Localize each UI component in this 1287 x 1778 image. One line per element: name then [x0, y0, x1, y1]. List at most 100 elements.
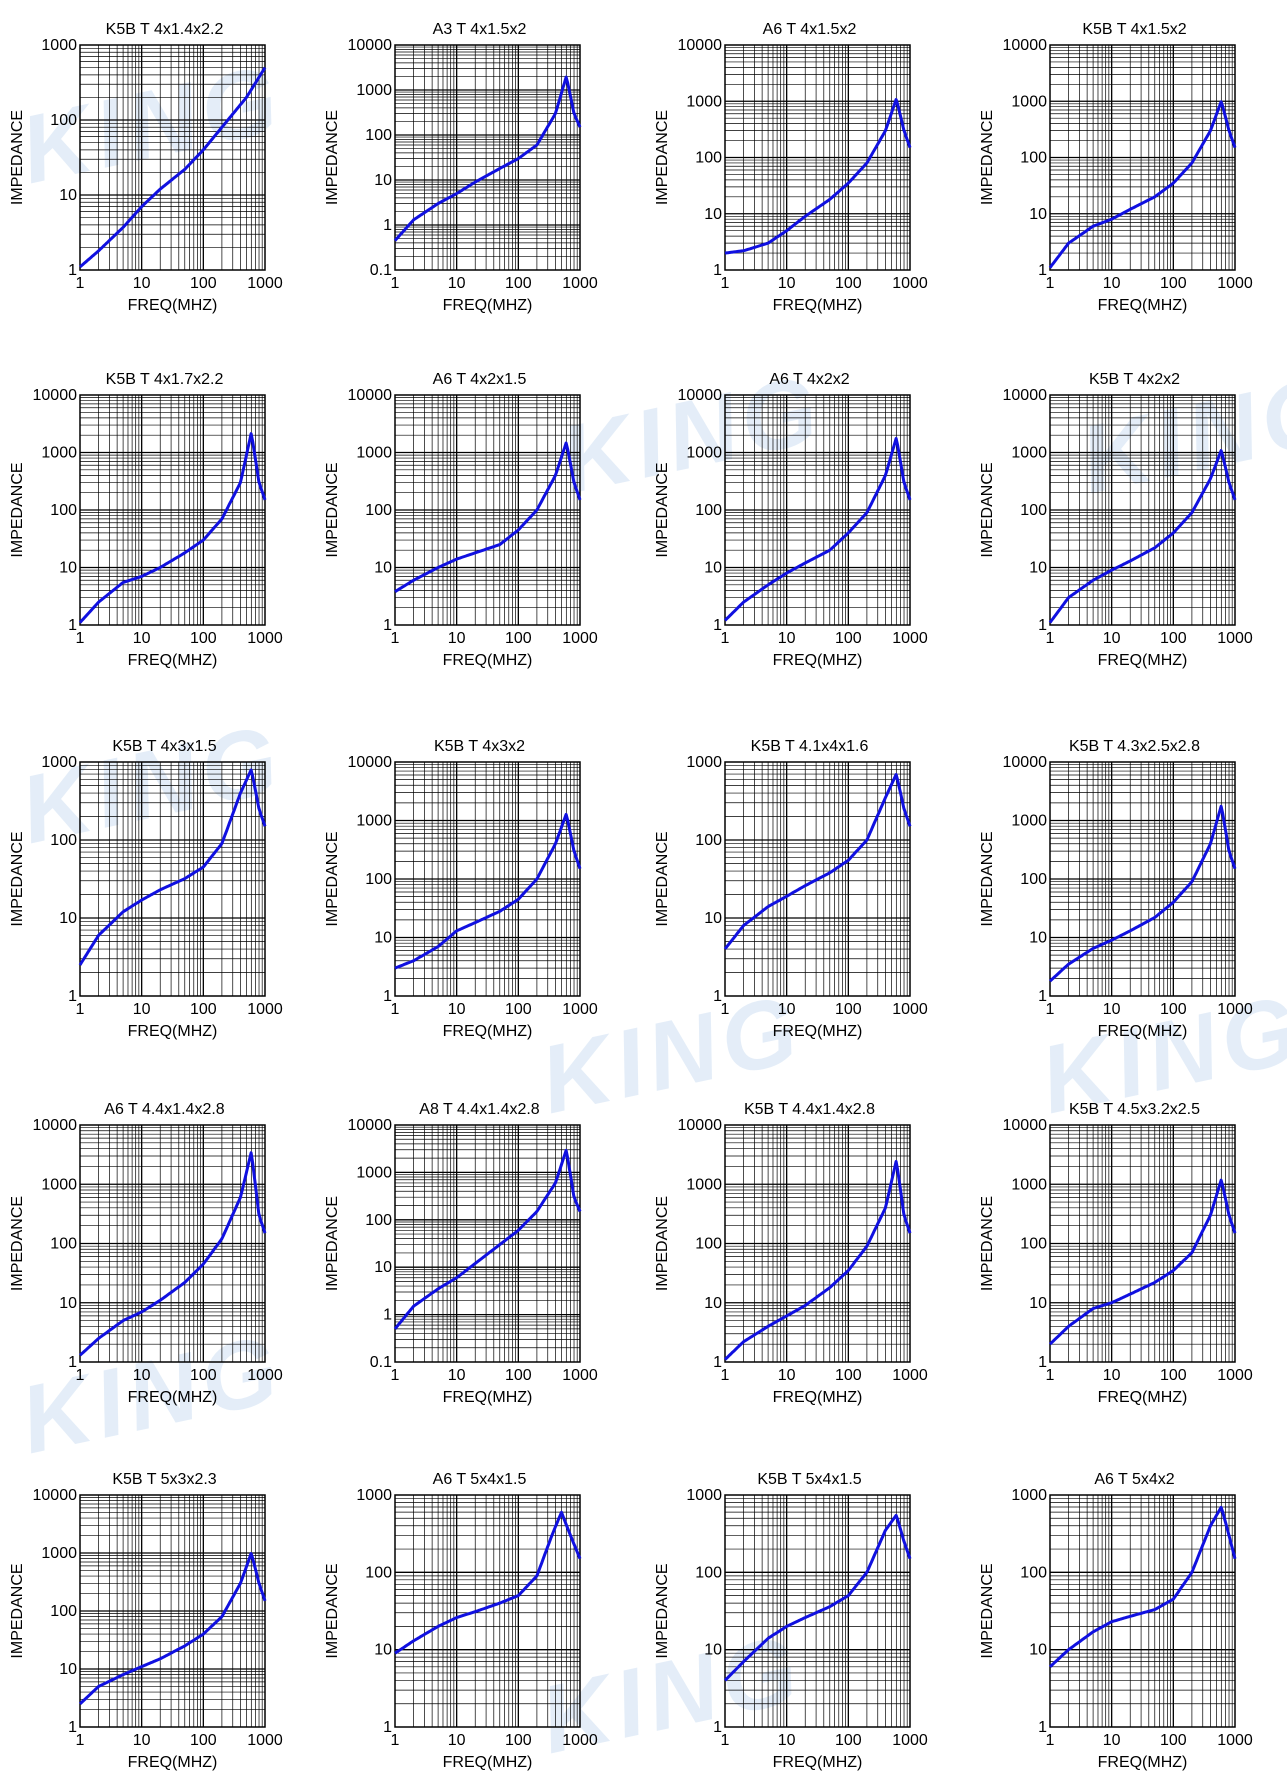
plot-frame: [724, 1494, 911, 1728]
y-tick-label: 100: [50, 1603, 77, 1620]
x-tick-label: 10: [448, 630, 466, 647]
x-tick-label: 1: [721, 1367, 730, 1384]
impedance-curve: [394, 1510, 582, 1655]
x-tick-label: 10: [133, 1367, 151, 1384]
y-axis-label: IMPEDANCE: [324, 462, 341, 557]
plot-frame: [394, 1494, 581, 1728]
x-tick-label: 1000: [247, 1367, 283, 1384]
plot-frame: [394, 394, 581, 626]
y-tick-label: 100: [365, 502, 392, 519]
y-tick-label: 10: [1029, 206, 1047, 223]
y-tick-label: 100: [1020, 150, 1047, 167]
x-tick-label: 10: [1103, 1001, 1121, 1018]
y-tick-label: 10: [704, 206, 722, 223]
y-axis-label: IMPEDANCE: [654, 1563, 671, 1658]
x-tick-label: 100: [835, 1001, 862, 1018]
y-tick-label: 1000: [1011, 445, 1047, 462]
x-tick-label: 1000: [562, 630, 598, 647]
x-tick-label: 100: [1160, 1732, 1187, 1749]
x-tick-label: 10: [133, 1001, 151, 1018]
y-tick-label: 10000: [678, 37, 723, 54]
y-tick-label: 1: [68, 988, 77, 1005]
y-tick-label: 1: [1038, 1354, 1047, 1371]
x-tick-label: 100: [835, 630, 862, 647]
y-tick-label: 10000: [1003, 754, 1048, 771]
plot-frame: [79, 1124, 266, 1363]
x-tick-label: 100: [190, 630, 217, 647]
y-axis-label: IMPEDANCE: [9, 110, 26, 205]
x-tick-label: 10: [1103, 1732, 1121, 1749]
x-tick-label: 1: [391, 1732, 400, 1749]
y-tick-label: 1: [1038, 617, 1047, 634]
chart-panel: K5B T 5x4x1.5 1 10 100 1000 1 10 100 1000 FREQ(MH…: [654, 1471, 928, 1771]
y-tick-label: 100: [695, 150, 722, 167]
y-tick-label: 10000: [348, 37, 393, 54]
impedance-curve: [1048, 804, 1237, 983]
y-tick-label: 10: [1029, 930, 1047, 947]
x-tick-label: 1: [1046, 1367, 1055, 1384]
x-tick-label: 1: [1046, 630, 1055, 647]
y-tick-label: 1000: [686, 445, 722, 462]
y-tick-label: 1: [68, 617, 77, 634]
chart-title: A6 T 5x4x2: [1094, 1471, 1174, 1488]
plot-frame: [1049, 1124, 1236, 1363]
chart-title: K5B T 4x1.5x2: [1082, 21, 1186, 38]
x-tick-label: 100: [190, 275, 217, 292]
x-tick-label: 1: [1046, 1732, 1055, 1749]
x-axis-label: FREQ(MHZ): [443, 1023, 533, 1040]
x-tick-label: 10: [448, 1001, 466, 1018]
x-tick-label: 1: [76, 1732, 85, 1749]
y-tick-label: 10: [374, 172, 392, 189]
x-axis-label: FREQ(MHZ): [443, 1754, 533, 1771]
x-tick-label: 1000: [1217, 1367, 1253, 1384]
x-tick-label: 10: [133, 275, 151, 292]
x-tick-label: 1000: [247, 1732, 283, 1749]
y-tick-label: 10: [59, 1661, 77, 1678]
y-tick-label: 1: [713, 988, 722, 1005]
y-tick-label: 1000: [1011, 1487, 1047, 1504]
y-tick-label: 10000: [1003, 37, 1048, 54]
impedance-curve: [723, 1160, 912, 1361]
chart-panel: K5B T 4x3x1.5 1 10 100 1000 1 10 100 1000 FREQ(MH…: [9, 738, 283, 1040]
impedance-curve: [1048, 1505, 1237, 1668]
plot-frame: [394, 761, 581, 997]
y-tick-label: 100: [50, 112, 77, 129]
plot-frame: [1049, 394, 1236, 626]
plot-frame: [724, 44, 911, 271]
chart-title: A6 T 4.4x1.4x2.8: [104, 1101, 224, 1118]
y-tick-label: 1: [713, 262, 722, 279]
x-axis-label: FREQ(MHZ): [773, 652, 863, 669]
y-tick-label: 10: [704, 910, 722, 927]
y-tick-label: 10: [704, 1642, 722, 1659]
chart-title: K5B T 4x1.7x2.2: [106, 371, 224, 388]
x-tick-label: 100: [505, 1001, 532, 1018]
chart-title: A6 T 5x4x1.5: [433, 1471, 527, 1488]
x-tick-label: 100: [505, 1367, 532, 1384]
y-tick-label: 10: [374, 560, 392, 577]
plot-frame: [1049, 761, 1236, 997]
chart-title: K5B T 4.5x3.2x2.5: [1069, 1101, 1200, 1118]
y-tick-label: 10: [374, 930, 392, 947]
impedance-curve: [393, 1148, 582, 1330]
plot-frame: [1049, 1494, 1236, 1728]
y-tick-label: 100: [50, 1236, 77, 1253]
chart-title: A6 T 4x1.5x2: [763, 21, 857, 38]
x-axis-label: FREQ(MHZ): [773, 1023, 863, 1040]
plot-frame: [1049, 44, 1236, 271]
x-tick-label: 10: [778, 275, 796, 292]
x-tick-label: 10: [1103, 630, 1121, 647]
plot-frame: [79, 44, 266, 271]
chart-panel: K5B T 4x1.4x2.2 1 10 100 1000 1 10 100 1000 FREQ(…: [9, 21, 283, 314]
y-tick-label: 1000: [41, 754, 77, 771]
x-tick-label: 10: [778, 1001, 796, 1018]
chart-panel: A6 T 5x4x2 1 10 100 1000 1 10 100 1000 FREQ(MHZ) I…: [979, 1471, 1253, 1771]
y-tick-label: 1: [713, 1354, 722, 1371]
y-tick-label: 10000: [33, 1117, 78, 1134]
y-tick-label: 10: [374, 1259, 392, 1276]
y-tick-label: 100: [695, 832, 722, 849]
impedance-curve: [723, 773, 912, 950]
y-tick-label: 100: [365, 1564, 392, 1581]
chart-panel: K5B T 4x1.5x2 1 10 100 1000 10000 1 10 100 1000 FR…: [979, 21, 1253, 314]
x-tick-label: 100: [835, 1367, 862, 1384]
chart-title: K5B T 4x2x2: [1089, 371, 1180, 388]
